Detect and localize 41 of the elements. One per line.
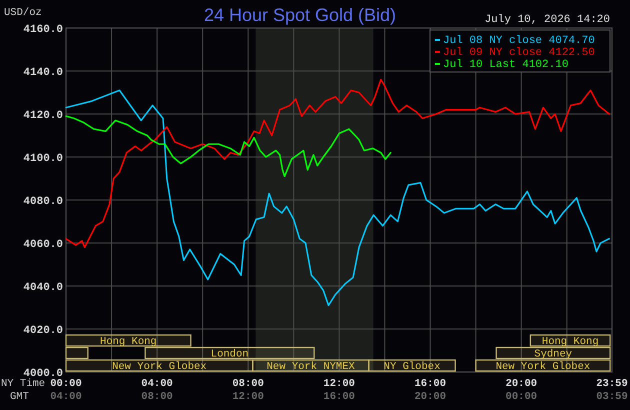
y-tick-label: 4080.0: [23, 196, 63, 208]
x2-axis-title: GMT: [10, 391, 29, 403]
y-tick-label: 4120.0: [23, 110, 63, 122]
x2-tick-label: 16:00: [323, 391, 355, 403]
annotation: Hong Kong: [542, 336, 599, 348]
y-axis-title: USD/oz: [4, 7, 42, 19]
line-series: [65, 78, 610, 248]
y-tick-label: 4100.0: [23, 153, 63, 165]
x-axis-title: NY Time: [1, 378, 46, 390]
y-tick-label: 4040.0: [23, 282, 63, 294]
legend-label: Jul 10 Last 4102.10: [443, 59, 568, 71]
x2-tick-label: 08:00: [141, 391, 173, 403]
line-series: [65, 90, 610, 306]
annotation: Hong Kong: [100, 336, 157, 348]
y-tick-label: 4060.0: [23, 239, 63, 251]
annotation: New York Globex: [496, 361, 590, 373]
x2-tick-label: 00:00: [506, 391, 538, 403]
x-tick-label: 20:00: [506, 378, 538, 390]
x-tick-label: 12:00: [323, 378, 355, 390]
annotation: New York NYMEX: [266, 361, 356, 373]
x-tick-label: 16:00: [414, 378, 446, 390]
x2-tick-label: 03:59: [596, 391, 628, 403]
legend-label: Jul 09 NY close 4122.50: [443, 47, 595, 59]
x-tick-label: 04:00: [141, 378, 173, 390]
y-tick-label: 4020.0: [23, 325, 63, 337]
annotation: NY Globex: [384, 361, 440, 373]
x2-tick-label: 20:00: [414, 391, 446, 403]
chart-title: 24 Hour Spot Gold (Bid): [204, 5, 396, 25]
x2-tick-label: 12:00: [232, 391, 264, 403]
annotation: London: [210, 348, 249, 360]
chart-subtitle: July 10, 2026 14:20: [484, 14, 610, 26]
x-tick-label: 23:59: [596, 378, 628, 390]
annotation: New York Globex: [112, 361, 207, 373]
y-tick-label: 4140.0: [23, 67, 63, 79]
legend-label: Jul 08 NY close 4074.70: [443, 35, 595, 47]
annotation: Sydney: [534, 348, 572, 360]
y-tick-label: 4160.0: [23, 24, 63, 36]
x2-tick-label: 04:00: [50, 391, 82, 403]
line-series: [65, 115, 392, 178]
x-tick-label: 08:00: [232, 378, 264, 390]
x-tick-label: 00:00: [50, 378, 82, 390]
